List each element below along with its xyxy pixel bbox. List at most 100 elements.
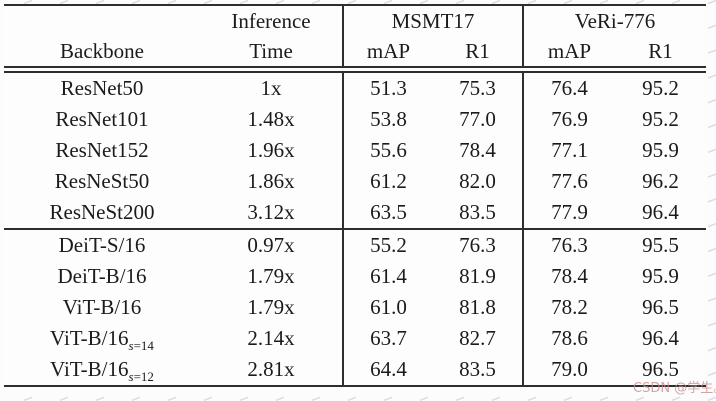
- col-header-backbone: Backbone: [4, 5, 200, 73]
- cell-veri-map: 77.6: [522, 166, 616, 197]
- cell-veri-r1: 95.2: [642, 107, 679, 131]
- backbone-name: ResNet152: [55, 138, 149, 162]
- col-header-inference-time: Inference Time: [200, 5, 343, 73]
- inference-label-line2: Time: [249, 39, 293, 63]
- benchmark-table-card: Backbone Inference Time MSMT17 VeRi-776 …: [4, 4, 707, 387]
- cell-backbone: ResNet152: [4, 135, 200, 166]
- table-row-vit-b16: ViT-B/16 1.79x 61.0 81.8 78.2 96.5: [4, 292, 706, 323]
- subscript-variable: s: [128, 369, 134, 385]
- cell-msmt17-map: 63.7: [342, 323, 433, 354]
- cell-msmt17-map: 51.3: [342, 69, 433, 104]
- cell-backbone: DeiT-S/16: [4, 228, 200, 261]
- backbone-name: ResNeSt200: [49, 200, 155, 224]
- cell-backbone: ResNet101: [4, 104, 200, 135]
- table-row-resnet101: ResNet101 1.48x 53.8 77.0 76.9 95.2: [4, 104, 706, 135]
- table-body: ResNet50 1x 51.3 75.3 76.4 95.2 ResNet10…: [4, 69, 707, 386]
- backbone-name: ViT-B/16: [62, 295, 142, 319]
- benchmark-table: Backbone Inference Time MSMT17 VeRi-776 …: [4, 4, 707, 387]
- table-row-resnet152: ResNet152 1.96x 55.6 78.4 77.1 95.9: [4, 135, 706, 166]
- cell-msmt17-map: 63.5: [342, 197, 433, 229]
- group-header-veri776: VeRi-776: [522, 5, 707, 36]
- cell-msmt17-map: 64.4: [342, 354, 433, 386]
- cell-backbone: ResNeSt50: [4, 166, 200, 197]
- backbone-name: ViT-B/16: [50, 326, 129, 350]
- table-row-deit-b16: DeiT-B/16 1.79x 61.4 81.9 78.4 95.9: [4, 261, 706, 292]
- cell-veri-r1: 96.5: [642, 295, 679, 319]
- cell-inference-time: 1x: [260, 76, 282, 100]
- cell-veri-map: 78.2: [522, 292, 616, 323]
- cell-veri-r1: 95.9: [642, 138, 679, 162]
- cell-backbone: DeiT-B/16: [4, 261, 200, 292]
- cell-veri-r1: 96.4: [642, 200, 679, 224]
- subscript-value: =14: [133, 338, 154, 354]
- subscript-value: =12: [133, 369, 154, 385]
- cell-inference-time: 1.79x: [247, 264, 295, 288]
- cell-msmt17-map: 61.0: [342, 292, 433, 323]
- backbone-subscript: s=12: [129, 369, 154, 384]
- col-header-veri-r1: R1: [615, 36, 707, 73]
- cell-backbone: ResNeSt200: [4, 197, 200, 229]
- header-row-metrics: mAP R1 mAP R1: [4, 36, 707, 73]
- cell-msmt17-r1: 82.0: [459, 169, 496, 193]
- cell-inference-time: 3.12x: [247, 200, 295, 224]
- cell-veri-r1: 96.5: [642, 357, 679, 381]
- backbone-subscript: s=14: [129, 338, 154, 353]
- cell-inference-time: 1.86x: [247, 169, 295, 193]
- cell-msmt17-r1: 83.5: [459, 200, 496, 224]
- cell-veri-map: 79.0: [522, 354, 616, 386]
- table-header: Backbone Inference Time MSMT17 VeRi-776 …: [4, 5, 707, 73]
- cell-inference-time: 1.79x: [247, 295, 295, 319]
- cell-veri-map: 77.1: [522, 135, 616, 166]
- cell-veri-map: 78.6: [522, 323, 616, 354]
- table-row-deit-s16: DeiT-S/16 0.97x 55.2 76.3 76.3 95.5: [4, 228, 707, 261]
- backbone-name: DeiT-B/16: [57, 264, 147, 288]
- cell-backbone: ViT-B/16s=14: [4, 323, 200, 354]
- col-header-msmt17-map: mAP: [342, 36, 433, 73]
- cell-veri-map: 77.9: [522, 197, 616, 229]
- cell-msmt17-r1: 82.7: [459, 326, 496, 350]
- cell-msmt17-map: 61.4: [342, 261, 433, 292]
- cell-msmt17-r1: 78.4: [459, 138, 496, 162]
- subscript-variable: s: [128, 338, 134, 354]
- backbone-name: DeiT-S/16: [58, 233, 146, 257]
- cell-msmt17-map: 61.2: [342, 166, 433, 197]
- cell-inference-time: 2.81x: [247, 357, 295, 381]
- backbone-name: ResNet101: [55, 107, 149, 131]
- cell-msmt17-r1: 81.9: [459, 264, 496, 288]
- table-row-vit-b16-s14: ViT-B/16s=14 2.14x 63.7 82.7 78.6 96.4: [4, 323, 706, 354]
- group-header-msmt17: MSMT17: [341, 5, 524, 36]
- cell-inference-time: 1.96x: [247, 138, 295, 162]
- cell-inference-time: 0.97x: [200, 228, 343, 261]
- cell-veri-map: 76.4: [522, 69, 616, 104]
- cell-veri-r1: 95.9: [642, 264, 679, 288]
- header-row-groups: Backbone Inference Time MSMT17 VeRi-776: [4, 5, 707, 73]
- inference-label-line1: Inference: [231, 9, 311, 33]
- cell-msmt17-map: 53.8: [342, 104, 433, 135]
- cell-msmt17-r1: 75.3: [459, 76, 496, 100]
- cell-veri-r1: 95.2: [642, 76, 679, 100]
- table-row-resnest200: ResNeSt200 3.12x 63.5 83.5 77.9 96.4: [4, 197, 706, 229]
- cell-veri-map: 76.9: [522, 104, 616, 135]
- cell-veri-r1: 96.4: [642, 326, 679, 350]
- table-row-resnet50: ResNet50 1x 51.3 75.3 76.4 95.2: [4, 69, 706, 105]
- table-row-resnest50: ResNeSt50 1.86x 61.2 82.0 77.6 96.2: [4, 166, 706, 197]
- cell-msmt17-map: 55.6: [342, 135, 433, 166]
- backbone-name: ResNeSt50: [54, 169, 150, 193]
- cell-inference-time: 1.48x: [247, 107, 295, 131]
- cell-msmt17-r1: 81.8: [459, 295, 496, 319]
- cell-backbone: ViT-B/16: [4, 292, 200, 323]
- cell-msmt17-map: 55.2: [342, 228, 433, 261]
- cell-msmt17-r1: 77.0: [459, 107, 496, 131]
- cell-veri-map: 78.4: [522, 261, 616, 292]
- cell-veri-map: 76.3: [522, 228, 616, 261]
- cell-msmt17-r1: 83.5: [459, 357, 496, 381]
- cell-veri-r1: 95.5: [615, 228, 707, 261]
- col-header-msmt17-r1: R1: [433, 36, 524, 73]
- col-header-veri-map: mAP: [522, 36, 616, 73]
- cell-backbone: ResNet50: [4, 70, 200, 105]
- cell-inference-time: 2.14x: [247, 326, 295, 350]
- backbone-name: ResNet50: [60, 76, 144, 100]
- cell-msmt17-r1: 76.3: [433, 228, 524, 261]
- cell-backbone: ViT-B/16s=12: [4, 354, 200, 386]
